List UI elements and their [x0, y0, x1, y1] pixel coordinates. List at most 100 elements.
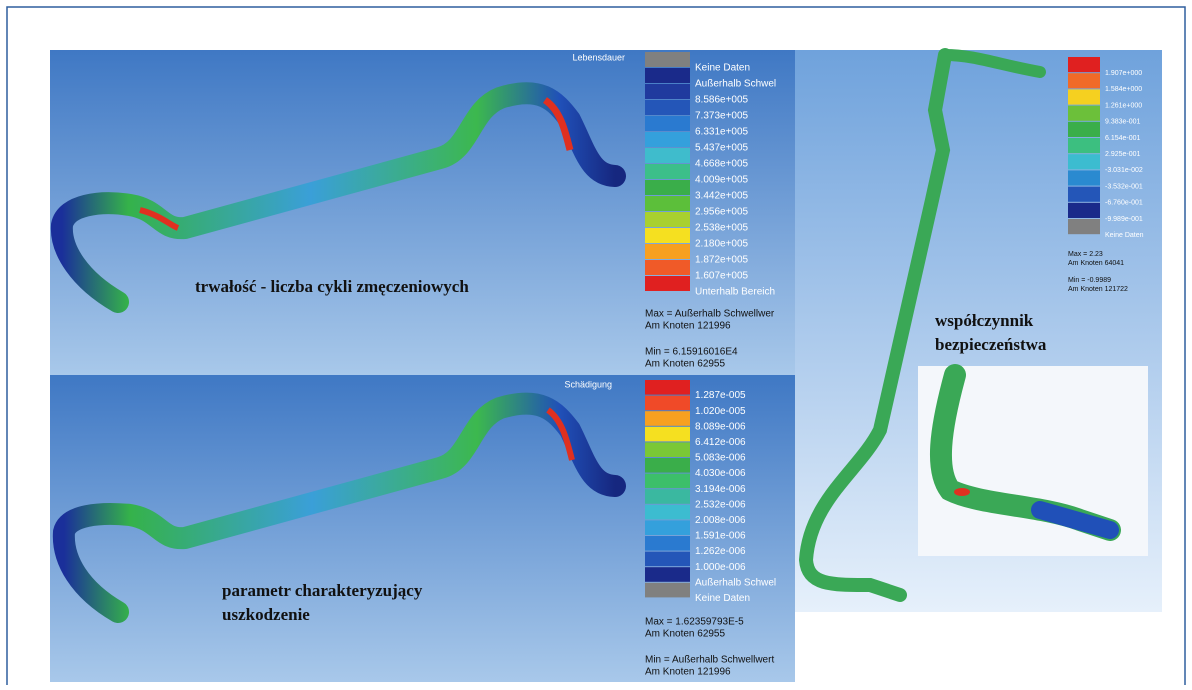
max-info: Max = Außerhalb Schwellwer [645, 309, 775, 320]
min-info: Am Knoten 121996 [645, 667, 731, 678]
legend-label: 1.020e-005 [695, 406, 746, 417]
legend-swatch [645, 260, 690, 275]
legend-swatch [645, 100, 690, 115]
legend-label: Unterhalb Bereich [695, 287, 775, 298]
legend-swatch [645, 583, 690, 598]
legend-label: 4.668e+005 [695, 159, 749, 170]
panel-title: Lebensdauer [572, 52, 625, 62]
legend-swatch [1068, 106, 1100, 121]
legend-label: 8.089e-006 [695, 421, 746, 432]
legend-swatch [645, 52, 690, 67]
min-info: Min = 6.15916016E4 [645, 347, 738, 358]
hotspot [954, 488, 970, 496]
legend-swatch [645, 520, 690, 535]
legend-swatch [645, 132, 690, 147]
legend-swatch [645, 148, 690, 163]
min-info: Am Knoten 121722 [1068, 286, 1128, 293]
legend-label: 5.437e+005 [695, 143, 749, 154]
legend-swatch [645, 116, 690, 131]
caption: trwałość - liczba cykli zmęczeniowych [195, 277, 469, 296]
legend-label: -3.532e-001 [1105, 183, 1143, 190]
legend-swatch [1068, 154, 1100, 169]
legend-swatch [645, 276, 690, 291]
legend-swatch [645, 180, 690, 195]
legend-label: Außerhalb Schwel [695, 79, 776, 90]
legend-label: 4.030e-006 [695, 468, 746, 479]
legend-label: -3.031e-002 [1105, 167, 1143, 174]
max-info: Am Knoten 121996 [645, 321, 731, 332]
legend-swatch [645, 84, 690, 99]
legend-swatch [645, 212, 690, 227]
legend-label: 6.331e+005 [695, 127, 749, 138]
legend-swatch [645, 458, 690, 473]
legend-swatch [1068, 73, 1100, 88]
legend-label: 1.262e-006 [695, 546, 746, 557]
legend-label: 9.383e-001 [1105, 119, 1141, 126]
legend-label: 3.194e-006 [695, 484, 746, 495]
legend-swatch [1068, 57, 1100, 72]
max-info: Max = 1.62359793E-5 [645, 617, 744, 628]
legend-label: 2.956e+005 [695, 207, 749, 218]
panel-title: Schädigung [564, 379, 612, 389]
legend-swatch [645, 505, 690, 520]
legend-swatch [645, 411, 690, 426]
legend-label: 1.591e-006 [695, 531, 746, 542]
legend-label: 6.154e-001 [1105, 135, 1141, 142]
min-info: Am Knoten 62955 [645, 359, 725, 370]
page: Lebensdauer trwałość - liczba cykli zmęcz… [0, 0, 1192, 685]
legend-swatch [645, 474, 690, 489]
legend-label: 6.412e-006 [695, 437, 746, 448]
legend-label: 1.872e+005 [695, 255, 749, 266]
legend-swatch [1068, 219, 1100, 234]
legend-label: Außerhalb Schwel [695, 577, 776, 588]
legend-label: 1.607e+005 [695, 271, 749, 282]
legend-label: 2.180e+005 [695, 239, 749, 250]
legend-label: 2.925e-001 [1105, 151, 1141, 158]
legend-swatch [645, 427, 690, 442]
max-info: Am Knoten 62955 [645, 629, 725, 640]
max-info: Am Knoten 64041 [1068, 260, 1124, 267]
legend-label: 2.538e+005 [695, 223, 749, 234]
legend-swatch [645, 489, 690, 504]
min-info: Min = -0.9989 [1068, 277, 1111, 284]
legend-label: 5.083e-006 [695, 453, 746, 464]
legend-label: 8.586e+005 [695, 95, 749, 106]
legend-label: 2.532e-006 [695, 499, 746, 510]
legend-swatch [645, 552, 690, 567]
legend-label: 1.907e+000 [1105, 70, 1142, 77]
min-info: Min = Außerhalb Schwellwert [645, 655, 774, 666]
caption: uszkodzenie [222, 605, 310, 624]
legend-swatch [1068, 122, 1100, 137]
max-info: Max = 2.23 [1068, 251, 1103, 258]
legend-swatch [645, 567, 690, 582]
legend-label: Keine Daten [1105, 232, 1144, 239]
legend-label: 1.261e+000 [1105, 102, 1142, 109]
legend-swatch [1068, 187, 1100, 202]
legend-label: 1.000e-006 [695, 562, 746, 573]
legend-swatch [645, 228, 690, 243]
legend-swatch [1068, 170, 1100, 185]
figure: Lebensdauer trwałość - liczba cykli zmęcz… [0, 0, 1192, 685]
legend-swatch [645, 396, 690, 411]
caption: współczynnik [935, 311, 1034, 330]
legend-swatch [645, 164, 690, 179]
legend-label: Keine Daten [695, 593, 750, 604]
legend-label: Keine Daten [695, 63, 750, 74]
legend-swatch [645, 68, 690, 83]
legend-swatch [645, 380, 690, 395]
legend-swatch [645, 244, 690, 259]
legend-swatch [645, 196, 690, 211]
legend-label: -6.760e-001 [1105, 200, 1143, 207]
legend-swatch [645, 442, 690, 457]
legend-swatch [645, 536, 690, 551]
legend-label: 1.584e+000 [1105, 86, 1142, 93]
legend-label: 7.373e+005 [695, 111, 749, 122]
caption: bezpieczeństwa [935, 335, 1047, 354]
legend-label: 4.009e+005 [695, 175, 749, 186]
legend-swatch [1068, 89, 1100, 104]
legend-label: 3.442e+005 [695, 191, 749, 202]
legend-swatch [1068, 203, 1100, 218]
legend-label: 2.008e-006 [695, 515, 746, 526]
legend-label: -9.989e-001 [1105, 216, 1143, 223]
legend-swatch [1068, 138, 1100, 153]
